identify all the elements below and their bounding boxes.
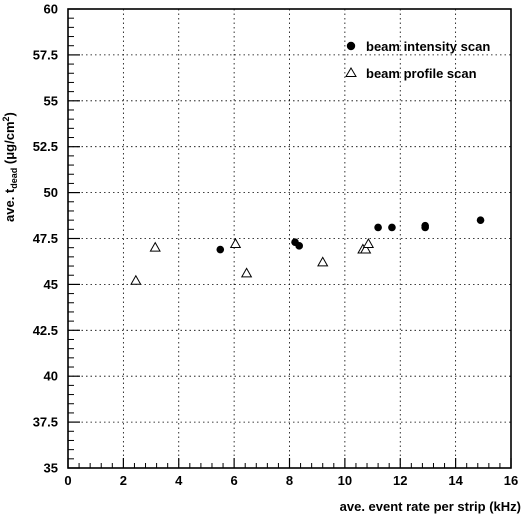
data-point-beam-profile-scan <box>359 243 372 254</box>
legend: beam intensity scan beam profile scan <box>345 39 490 81</box>
legend-label-beam-intensity-scan: beam intensity scan <box>366 39 490 54</box>
legend-label-beam-profile-scan: beam profile scan <box>366 66 477 81</box>
data-point-beam-intensity-scan <box>216 245 225 254</box>
y-tick-label: 60 <box>44 2 58 17</box>
x-tick-label: 12 <box>393 473 407 488</box>
y-tick-label: 45 <box>44 277 58 292</box>
x-tick-label: 14 <box>448 473 463 488</box>
x-tick-label: 8 <box>286 473 293 488</box>
data-point-beam-intensity-scan <box>476 216 485 224</box>
data-point-beam-profile-scan <box>362 237 375 249</box>
legend-marker-beam-intensity-scan <box>346 41 356 51</box>
data-point-beam-intensity-scan <box>295 242 303 250</box>
x-tick-label: 4 <box>175 473 183 488</box>
x-tick-label: 6 <box>231 473 238 488</box>
data-point-beam-profile-scan <box>229 237 242 249</box>
y-axis-title-subscript: dead <box>9 168 19 189</box>
y-tick-label: 52.5 <box>33 139 58 154</box>
data-point-beam-profile-scan <box>240 267 253 278</box>
y-axis-title: ave. tdead (μg/cm2) <box>1 112 19 222</box>
axis-ticks: 0 2 4 6 8 10 12 14 16 35 37.5 40 42.5 45 47.5 50 52.5 55 5… <box>33 2 519 489</box>
y-tick-label: 40 <box>44 369 58 384</box>
x-tick-label: 0 <box>64 473 71 488</box>
data-point-beam-intensity-scan <box>421 221 429 230</box>
y-tick-label: 57.5 <box>33 47 58 62</box>
legend-marker-beam-profile-scan <box>345 67 357 77</box>
y-tick-label: 35 <box>44 461 58 476</box>
data-points <box>130 216 485 285</box>
y-tick-label: 47.5 <box>33 231 58 246</box>
y-tick-label: 42.5 <box>33 323 58 338</box>
y-axis-title-unit-open: ( <box>2 159 17 168</box>
x-axis-title: ave. event rate per strip (kHz) <box>340 499 521 514</box>
data-point-beam-intensity-scan <box>388 223 396 232</box>
data-point-beam-profile-scan <box>317 256 329 267</box>
y-axis-title-unit-superscript: 2 <box>1 116 11 121</box>
x-tick-label: 2 <box>120 473 127 488</box>
grid <box>68 9 511 468</box>
y-tick-label: 55 <box>44 93 58 108</box>
x-tick-label: 10 <box>338 473 352 488</box>
y-axis-title-unit-close: ) <box>2 112 17 116</box>
data-point-beam-profile-scan <box>130 274 142 285</box>
data-point-beam-intensity-scan <box>374 223 382 232</box>
data-point-beam-profile-scan <box>149 241 161 252</box>
y-tick-label: 50 <box>44 185 58 200</box>
y-axis-title-unit: μg/cm <box>2 121 17 159</box>
y-tick-label: 37.5 <box>33 415 58 430</box>
y-axis-title-prefix: ave. t <box>2 188 17 222</box>
x-tick-label: 16 <box>504 473 518 488</box>
